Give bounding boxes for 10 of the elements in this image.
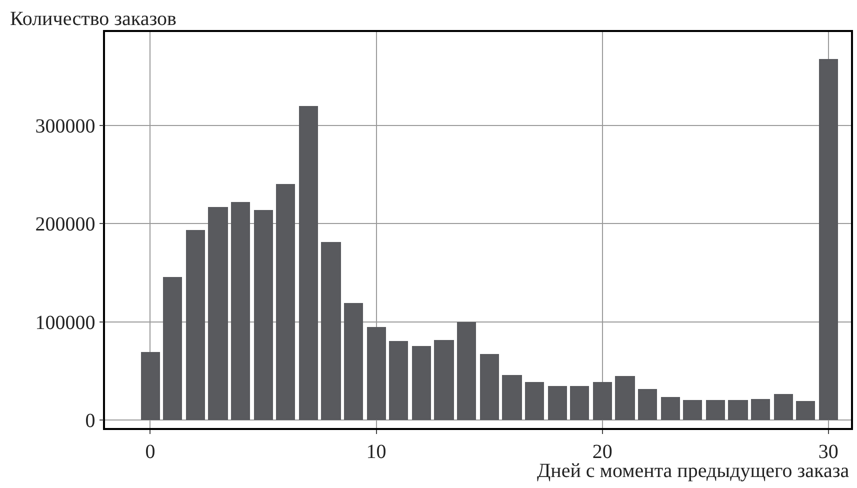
x-tick-label: 20: [592, 440, 612, 463]
x-axis-title: Дней с момента предыдущего заказа: [537, 460, 850, 482]
y-axis-title: Количество заказов: [10, 8, 176, 30]
y-tick-label: 300000: [35, 115, 96, 138]
y-tick-label: 0: [85, 410, 96, 432]
y-tick-label: 100000: [35, 312, 96, 334]
x-tick-label: 10: [366, 440, 386, 463]
x-tick-label: 30: [818, 440, 838, 463]
x-tick-label: 0: [145, 440, 156, 463]
y-tick-label: 200000: [35, 214, 96, 236]
